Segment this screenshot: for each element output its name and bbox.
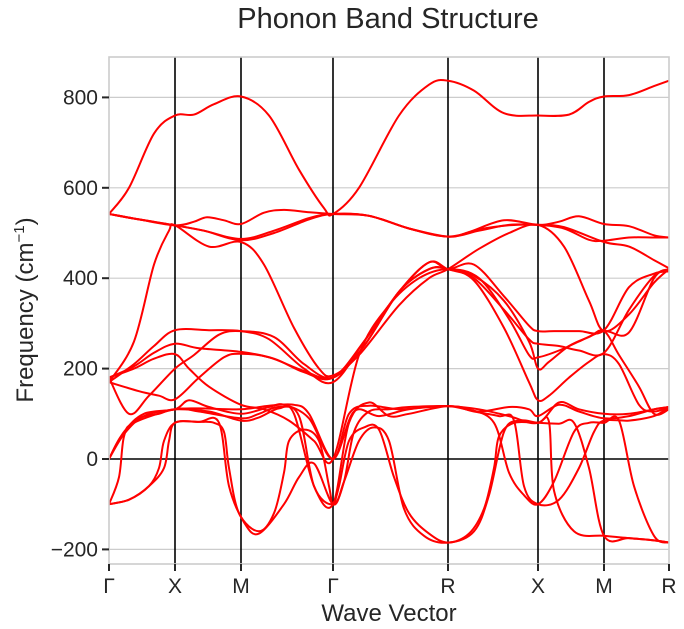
y-tick-label: 200 <box>63 358 98 381</box>
x-tick-label: M <box>595 575 613 598</box>
y-tick-label: 800 <box>63 86 98 109</box>
y-tick-label: 0 <box>86 448 98 471</box>
phonon-band-line <box>109 223 669 384</box>
phonon-band-line <box>109 78 669 217</box>
x-tick-label: X <box>168 575 182 598</box>
phonon-band-line <box>109 416 669 544</box>
high-symmetry-lines <box>109 57 669 564</box>
x-tick-label: R <box>440 575 455 598</box>
x-tick-label: R <box>661 575 676 598</box>
y-axis-label-close: ) <box>12 217 39 225</box>
y-tick-label: 600 <box>63 177 98 200</box>
y-axis-label-main: Frequency (cm <box>12 243 39 403</box>
svg-text:Frequency (cm−1): Frequency (cm−1) <box>11 217 39 402</box>
x-tick-label: Γ <box>327 575 339 598</box>
phonon-band-line <box>109 401 669 509</box>
chart-title: Phonon Band Structure <box>237 3 538 35</box>
phonon-band-line <box>109 212 669 243</box>
phonon-bands <box>109 78 669 544</box>
phonon-band-line <box>109 266 669 416</box>
phonon-band-line <box>109 401 669 460</box>
plot-frame <box>108 56 670 565</box>
y-axis-label-superscript: −1 <box>11 225 28 242</box>
phonon-band-line <box>109 405 669 544</box>
y-axis-ticks: −200 0 200 400 600 800 <box>51 86 109 561</box>
y-tick-label: −200 <box>51 538 98 561</box>
phonon-band-line <box>109 416 669 544</box>
phonon-band-line <box>109 268 669 465</box>
phonon-band-line <box>109 399 669 460</box>
x-tick-label: Γ <box>103 575 115 598</box>
x-axis-label: Wave Vector <box>321 600 456 627</box>
y-axis-label: Frequency (cm−1) <box>11 217 39 402</box>
x-tick-label: M <box>232 575 250 598</box>
phonon-band-line <box>109 208 669 239</box>
y-tick-label: 400 <box>63 267 98 290</box>
x-tick-label: X <box>531 575 545 598</box>
phonon-band-line <box>109 260 669 381</box>
y-gridlines <box>109 96 669 551</box>
